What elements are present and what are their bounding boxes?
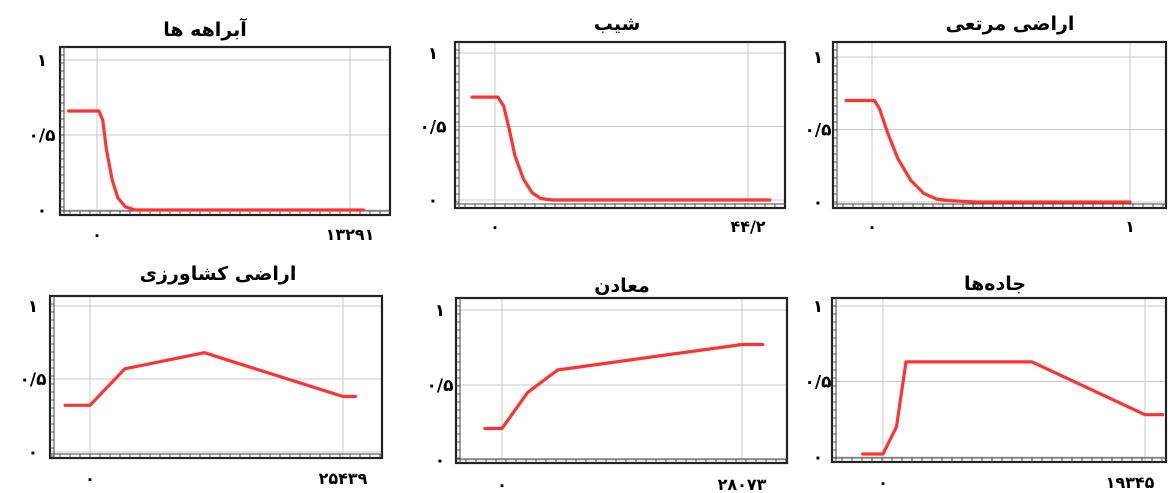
x-tick-label: ۱۹۳۴۵: [1106, 473, 1155, 492]
panels: آبراهه ها ۰ ۰/۵ ۱ ۰ ۱۳۲۹۱ شیب ۰ ۰/۵ ۱ ۰ ۴۴/۲ اراضی م…: [20, 13, 1168, 493]
series-line: [470, 95, 772, 202]
chart-panel: اراضی مرتعی ۰ ۰/۵ ۱ ۰ ۱: [805, 13, 1168, 236]
y-tick-label: ۰/۵: [805, 373, 832, 393]
y-tick-label: ۱: [813, 48, 823, 68]
y-tick-label: ۱: [435, 301, 445, 321]
y-tick-label: ۰/۵: [420, 118, 447, 138]
x-tick-label: ۱۳۲۹۱: [326, 225, 375, 244]
axes-frame: [48, 294, 384, 460]
y-tick-label: ۱: [28, 297, 38, 317]
chart-panel: جاده‌ها ۰ ۰/۵ ۱ ۰ ۱۹۳۴۵: [805, 273, 1168, 492]
x-tick-label: ۴۴/۲: [730, 217, 765, 236]
series-line: [483, 342, 765, 431]
x-tick-label: ۰: [867, 217, 877, 236]
y-tick-label: ۱: [813, 297, 823, 317]
chart-title: شیب: [594, 13, 641, 35]
series-line: [63, 351, 358, 407]
x-tick-label: ۰: [92, 225, 102, 244]
axes-frame: [454, 296, 789, 465]
chart-title: اراضی مرتعی: [946, 13, 1075, 35]
x-tick-label: ۰: [85, 469, 95, 488]
chart-panel: آبراهه ها ۰ ۰/۵ ۱ ۰ ۱۳۲۹۱: [29, 17, 392, 244]
series-line: [844, 98, 1132, 204]
x-tick-label: ۰: [490, 217, 500, 236]
y-tick-label: ۰: [813, 193, 823, 213]
chart-title: معادن: [594, 275, 650, 297]
axes-frame: [830, 296, 1168, 464]
y-tick-label: ۱: [37, 51, 47, 71]
y-tick-label: ۰/۵: [29, 126, 56, 146]
series-line: [861, 360, 1164, 456]
y-tick-label: ۰: [37, 201, 47, 221]
chart-panel: اراضی کشاورزی ۰ ۰/۵ ۱ ۰ ۲۵۴۳۹: [20, 263, 384, 488]
y-tick-label: ۰/۵: [20, 370, 47, 390]
axes-frame: [453, 40, 787, 210]
y-tick-label: ۰: [428, 191, 438, 211]
chart-title: اراضی کشاورزی: [140, 263, 297, 285]
x-tick-label: ۰: [497, 475, 507, 493]
axes-frame: [58, 45, 392, 217]
y-tick-label: ۱: [428, 44, 438, 64]
y-tick-label: ۰: [813, 448, 823, 468]
y-tick-label: ۰/۵: [805, 121, 832, 141]
chart-panel: شیب ۰ ۰/۵ ۱ ۰ ۴۴/۲: [420, 13, 787, 236]
chart-title: آبراهه ها: [163, 17, 247, 41]
x-tick-label: ۰: [878, 473, 888, 492]
series-line: [66, 109, 366, 212]
y-tick-label: ۰: [28, 443, 38, 463]
x-tick-label: ۲۸۰۷۳: [718, 475, 767, 493]
x-tick-label: ۱: [1125, 217, 1135, 236]
y-tick-label: ۰/۵: [427, 376, 454, 396]
y-tick-label: ۰: [435, 451, 445, 471]
chart-title: جاده‌ها: [964, 273, 1026, 295]
axes-frame: [831, 40, 1168, 210]
x-tick-label: ۲۵۴۳۹: [319, 469, 368, 488]
chart-panel: معادن ۰ ۰/۵ ۱ ۰ ۲۸۰۷۳: [427, 275, 789, 493]
